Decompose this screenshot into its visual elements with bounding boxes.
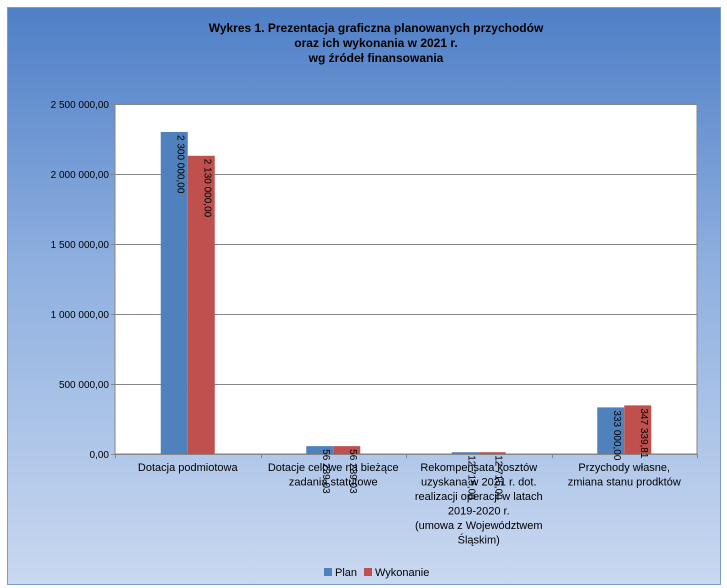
bar-plan: [160, 132, 188, 454]
x-category-label: (umowa z Województwem: [415, 520, 543, 532]
data-label: 12 715,00: [492, 455, 503, 500]
x-category-label: realizacji operacji w latach: [415, 491, 543, 503]
y-tick-label: 2 500 000,00: [51, 100, 110, 111]
x-category-label: Śląskim): [458, 534, 500, 547]
bar-wykonanie: [333, 446, 361, 454]
chart-title-line: wg źródeł finansowania: [308, 51, 444, 65]
x-category-label: Dotacje celowe na bieżące: [268, 462, 399, 474]
x-category-label: 2019-2020 r.: [448, 506, 510, 518]
legend-label: Plan: [335, 567, 357, 579]
bar-wykonanie: [478, 452, 506, 454]
bar-plan: [306, 446, 334, 454]
data-label: 347 339,81: [638, 408, 649, 458]
chart-title-line: oraz ich wykonania w 2021 r.: [294, 36, 457, 50]
bar-plan: [451, 452, 479, 454]
y-tick-label: 1 500 000,00: [51, 240, 110, 251]
x-category-label: Dotacja podmiotowa: [138, 462, 239, 474]
legend-swatch: [324, 568, 332, 576]
y-tick-label: 2 000 000,00: [51, 170, 110, 181]
data-label: 56 239,03: [347, 449, 358, 494]
x-category-label: zmiana stanu prodktów: [568, 477, 681, 489]
data-label: 333 000,00: [611, 410, 622, 460]
data-label: 56 239,03: [320, 449, 331, 494]
x-category-label: Rekompensata kosztów: [420, 462, 537, 474]
y-tick-label: 500 000,00: [59, 380, 109, 391]
bar-wykonanie: [187, 155, 215, 455]
y-tick-label: 1 000 000,00: [51, 310, 110, 321]
x-category-label: Przychody własne,: [578, 462, 670, 474]
y-tick-label: 0,00: [90, 450, 110, 461]
chart-title-line: Wykres 1. Prezentacja graficzna planowan…: [209, 21, 544, 35]
data-label: 2 300 000,00: [174, 135, 185, 194]
x-category-label: zadania statutowe: [289, 477, 378, 489]
legend-label: Wykonanie: [375, 567, 429, 579]
x-category-label: uzyskana w 2021 r. dot.: [421, 477, 537, 489]
data-label: 2 130 000,00: [201, 159, 212, 218]
legend-swatch: [364, 568, 372, 576]
bar-plan: [597, 407, 625, 454]
bar-wykonanie: [624, 405, 652, 454]
data-label: 12 715,00: [465, 455, 476, 500]
